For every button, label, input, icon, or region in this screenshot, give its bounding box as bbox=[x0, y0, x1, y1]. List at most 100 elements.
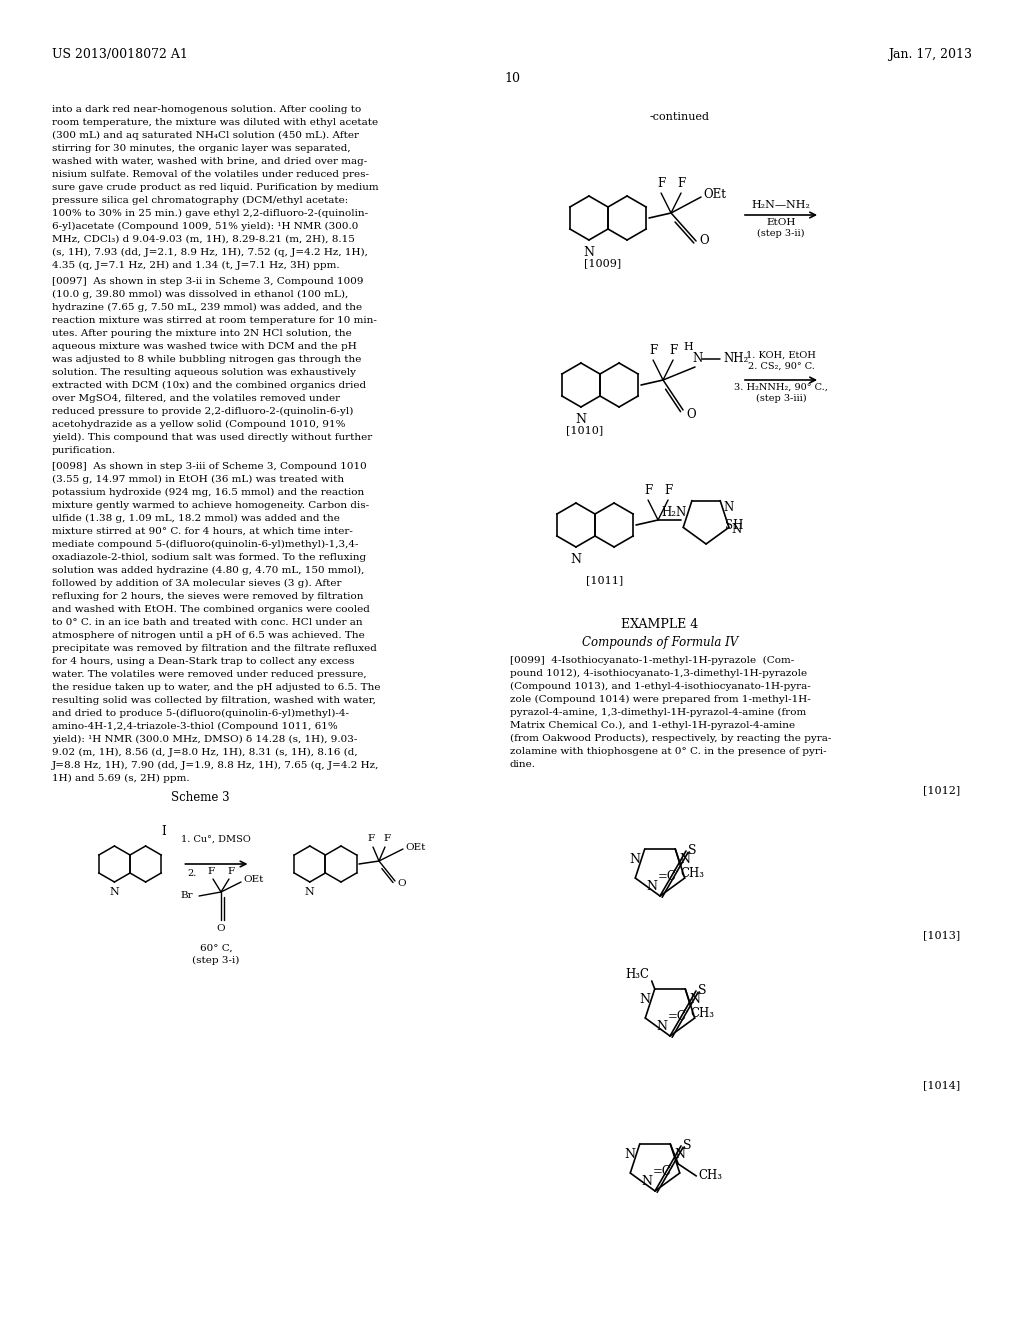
Text: F: F bbox=[657, 177, 666, 190]
Text: into a dark red near-homogenous solution. After cooling to: into a dark red near-homogenous solution… bbox=[52, 106, 361, 114]
Text: Scheme 3: Scheme 3 bbox=[171, 791, 229, 804]
Text: O: O bbox=[686, 408, 695, 421]
Text: solution was added hydrazine (4.80 g, 4.70 mL, 150 mmol),: solution was added hydrazine (4.80 g, 4.… bbox=[52, 566, 365, 576]
Text: F: F bbox=[664, 484, 672, 498]
Text: I: I bbox=[162, 825, 166, 838]
Text: N: N bbox=[575, 413, 587, 426]
Text: ulfide (1.38 g, 1.09 mL, 18.2 mmol) was added and the: ulfide (1.38 g, 1.09 mL, 18.2 mmol) was … bbox=[52, 513, 340, 523]
Text: EtOH: EtOH bbox=[766, 218, 796, 227]
Text: for 4 hours, using a Dean-Stark trap to collect any excess: for 4 hours, using a Dean-Stark trap to … bbox=[52, 657, 354, 667]
Text: NH₂: NH₂ bbox=[723, 352, 749, 366]
Text: purification.: purification. bbox=[52, 446, 117, 455]
Text: zole (Compound 1014) were prepared from 1-methyl-1H-: zole (Compound 1014) were prepared from … bbox=[510, 696, 811, 704]
Text: OEt: OEt bbox=[243, 875, 263, 884]
Text: =C: =C bbox=[653, 1166, 672, 1177]
Text: SH: SH bbox=[725, 519, 743, 532]
Text: (step 3-ii): (step 3-ii) bbox=[758, 228, 805, 238]
Text: O: O bbox=[397, 879, 406, 887]
Text: EXAMPLE 4: EXAMPLE 4 bbox=[622, 618, 698, 631]
Text: (300 mL) and aq saturated NH₄Cl solution (450 mL). After: (300 mL) and aq saturated NH₄Cl solution… bbox=[52, 131, 359, 140]
Text: 10: 10 bbox=[504, 73, 520, 84]
Text: [0098]  As shown in step 3-iii of Scheme 3, Compound 1010: [0098] As shown in step 3-iii of Scheme … bbox=[52, 462, 367, 471]
Text: S: S bbox=[683, 1139, 691, 1152]
Text: US 2013/0018072 A1: US 2013/0018072 A1 bbox=[52, 48, 187, 61]
Text: H₂N—NH₂: H₂N—NH₂ bbox=[752, 201, 810, 210]
Text: [0099]  4-Isothiocyanato-1-methyl-1H-pyrazole  (Com-: [0099] 4-Isothiocyanato-1-methyl-1H-pyra… bbox=[510, 656, 795, 665]
Text: yield): ¹H NMR (300.0 MHz, DMSO) δ 14.28 (s, 1H), 9.03-: yield): ¹H NMR (300.0 MHz, DMSO) δ 14.28… bbox=[52, 735, 357, 744]
Text: precipitate was removed by filtration and the filtrate refluxed: precipitate was removed by filtration an… bbox=[52, 644, 377, 653]
Text: 2. CS₂, 90° C.: 2. CS₂, 90° C. bbox=[748, 362, 814, 371]
Text: (Compound 1013), and 1-ethyl-4-isothiocyanato-1H-pyra-: (Compound 1013), and 1-ethyl-4-isothiocy… bbox=[510, 682, 811, 692]
Text: O: O bbox=[699, 235, 709, 248]
Text: OEt: OEt bbox=[404, 842, 425, 851]
Text: F: F bbox=[644, 484, 652, 498]
Text: S: S bbox=[698, 985, 707, 998]
Text: water. The volatiles were removed under reduced pressure,: water. The volatiles were removed under … bbox=[52, 671, 367, 678]
Text: H₂N: H₂N bbox=[662, 506, 687, 519]
Text: was adjusted to 8 while bubbling nitrogen gas through the: was adjusted to 8 while bubbling nitroge… bbox=[52, 355, 361, 364]
Text: F: F bbox=[227, 867, 234, 876]
Text: [1010]: [1010] bbox=[566, 425, 603, 436]
Text: oxadiazole-2-thiol, sodium salt was formed. To the refluxing: oxadiazole-2-thiol, sodium salt was form… bbox=[52, 553, 367, 562]
Text: N: N bbox=[674, 1148, 685, 1162]
Text: atmosphere of nitrogen until a pH of 6.5 was achieved. The: atmosphere of nitrogen until a pH of 6.5… bbox=[52, 631, 365, 640]
Text: yield). This compound that was used directly without further: yield). This compound that was used dire… bbox=[52, 433, 373, 442]
Text: hydrazine (7.65 g, 7.50 mL, 239 mmol) was added, and the: hydrazine (7.65 g, 7.50 mL, 239 mmol) wa… bbox=[52, 304, 362, 312]
Text: the residue taken up to water, and the pH adjusted to 6.5. The: the residue taken up to water, and the p… bbox=[52, 682, 381, 692]
Text: Jan. 17, 2013: Jan. 17, 2013 bbox=[888, 48, 972, 61]
Text: S: S bbox=[688, 845, 696, 858]
Text: N: N bbox=[625, 1148, 636, 1162]
Text: 6-yl)acetate (Compound 1009, 51% yield): ¹H NMR (300.0: 6-yl)acetate (Compound 1009, 51% yield):… bbox=[52, 222, 358, 231]
Text: aqueous mixture was washed twice with DCM and the pH: aqueous mixture was washed twice with DC… bbox=[52, 342, 356, 351]
Text: 1. KOH, EtOH: 1. KOH, EtOH bbox=[746, 351, 816, 360]
Text: reduced pressure to provide 2,2-difluoro-2-(quinolin-6-yl): reduced pressure to provide 2,2-difluoro… bbox=[52, 407, 353, 416]
Text: utes. After pouring the mixture into 2N HCl solution, the: utes. After pouring the mixture into 2N … bbox=[52, 329, 352, 338]
Text: 9.02 (m, 1H), 8.56 (d, J=8.0 Hz, 1H), 8.31 (s, 1H), 8.16 (d,: 9.02 (m, 1H), 8.56 (d, J=8.0 Hz, 1H), 8.… bbox=[52, 748, 357, 758]
Text: =C: =C bbox=[668, 1010, 687, 1023]
Text: N: N bbox=[679, 853, 690, 866]
Text: N: N bbox=[732, 523, 742, 536]
Text: and dried to produce 5-(difluoro(quinolin-6-yl)methyl)-4-: and dried to produce 5-(difluoro(quinoli… bbox=[52, 709, 349, 718]
Text: pressure silica gel chromatography (DCM/ethyl acetate:: pressure silica gel chromatography (DCM/… bbox=[52, 195, 348, 205]
Text: O: O bbox=[217, 924, 225, 933]
Text: [1013]: [1013] bbox=[923, 931, 961, 940]
Text: N: N bbox=[641, 1175, 652, 1188]
Text: dine.: dine. bbox=[510, 760, 536, 770]
Text: mixture stirred at 90° C. for 4 hours, at which time inter-: mixture stirred at 90° C. for 4 hours, a… bbox=[52, 527, 353, 536]
Text: 3. H₂NNH₂, 90° C.,: 3. H₂NNH₂, 90° C., bbox=[734, 383, 828, 392]
Text: followed by addition of 3A molecular sieves (3 g). After: followed by addition of 3A molecular sie… bbox=[52, 579, 341, 589]
Text: F: F bbox=[649, 345, 657, 356]
Text: resulting solid was collected by filtration, washed with water,: resulting solid was collected by filtrat… bbox=[52, 696, 376, 705]
Text: (3.55 g, 14.97 mmol) in EtOH (36 mL) was treated with: (3.55 g, 14.97 mmol) in EtOH (36 mL) was… bbox=[52, 475, 344, 484]
Text: nisium sulfate. Removal of the volatiles under reduced pres-: nisium sulfate. Removal of the volatiles… bbox=[52, 170, 369, 180]
Text: pyrazol-4-amine, 1,3-dimethyl-1H-pyrazol-4-amine (from: pyrazol-4-amine, 1,3-dimethyl-1H-pyrazol… bbox=[510, 708, 806, 717]
Text: over MgSO4, filtered, and the volatiles removed under: over MgSO4, filtered, and the volatiles … bbox=[52, 393, 340, 403]
Text: acetohydrazide as a yellow solid (Compound 1010, 91%: acetohydrazide as a yellow solid (Compou… bbox=[52, 420, 345, 429]
Text: Compounds of Formula IV: Compounds of Formula IV bbox=[582, 636, 738, 649]
Text: MHz, CDCl₃) d 9.04-9.03 (m, 1H), 8.29-8.21 (m, 2H), 8.15: MHz, CDCl₃) d 9.04-9.03 (m, 1H), 8.29-8.… bbox=[52, 235, 355, 244]
Text: (s, 1H), 7.93 (dd, J=2.1, 8.9 Hz, 1H), 7.52 (q, J=4.2 Hz, 1H),: (s, 1H), 7.93 (dd, J=2.1, 8.9 Hz, 1H), 7… bbox=[52, 248, 368, 257]
Text: sure gave crude product as red liquid. Purification by medium: sure gave crude product as red liquid. P… bbox=[52, 183, 379, 191]
Text: N: N bbox=[570, 553, 582, 566]
Text: N: N bbox=[689, 993, 700, 1006]
Text: -continued: -continued bbox=[650, 112, 710, 121]
Text: N: N bbox=[110, 887, 119, 898]
Text: N: N bbox=[656, 1020, 667, 1034]
Text: solution. The resulting aqueous solution was exhaustively: solution. The resulting aqueous solution… bbox=[52, 368, 356, 378]
Text: 1. Cu°, DMSO: 1. Cu°, DMSO bbox=[181, 836, 251, 843]
Text: (10.0 g, 39.80 mmol) was dissolved in ethanol (100 mL),: (10.0 g, 39.80 mmol) was dissolved in et… bbox=[52, 290, 348, 300]
Text: 60° C,: 60° C, bbox=[200, 944, 232, 953]
Text: F: F bbox=[677, 177, 685, 190]
Text: and washed with EtOH. The combined organics were cooled: and washed with EtOH. The combined organ… bbox=[52, 605, 370, 614]
Text: [1014]: [1014] bbox=[923, 1080, 961, 1090]
Text: [1011]: [1011] bbox=[587, 576, 624, 585]
Text: mixture gently warmed to achieve homogeneity. Carbon dis-: mixture gently warmed to achieve homogen… bbox=[52, 502, 369, 510]
Text: N: N bbox=[584, 246, 595, 259]
Text: F: F bbox=[383, 834, 390, 843]
Text: N: N bbox=[692, 352, 702, 366]
Text: 100% to 30% in 25 min.) gave ethyl 2,2-difluoro-2-(quinolin-: 100% to 30% in 25 min.) gave ethyl 2,2-d… bbox=[52, 209, 368, 218]
Text: =C: =C bbox=[658, 870, 677, 883]
Text: (from Oakwood Products), respectively, by reacting the pyra-: (from Oakwood Products), respectively, b… bbox=[510, 734, 831, 743]
Text: N: N bbox=[646, 880, 657, 894]
Text: J=8.8 Hz, 1H), 7.90 (dd, J=1.9, 8.8 Hz, 1H), 7.65 (q, J=4.2 Hz,: J=8.8 Hz, 1H), 7.90 (dd, J=1.9, 8.8 Hz, … bbox=[52, 762, 379, 770]
